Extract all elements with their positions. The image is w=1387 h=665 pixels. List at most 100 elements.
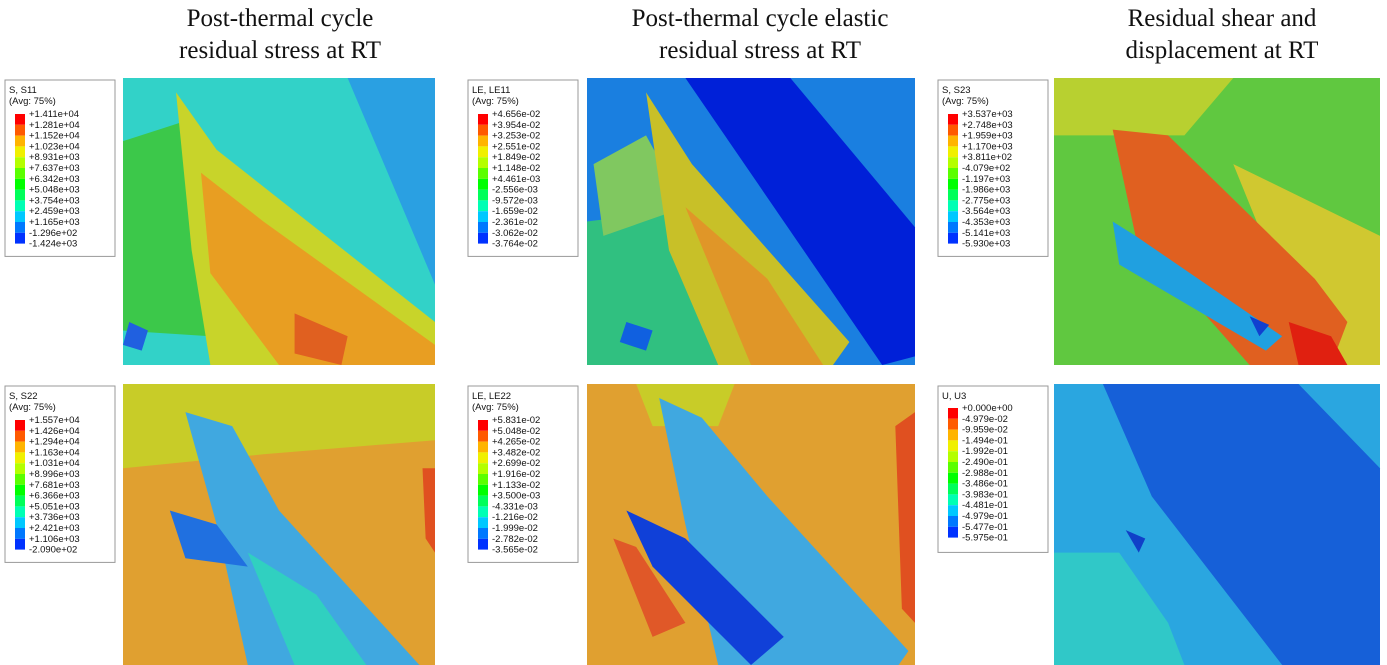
legend-title: S, S23 xyxy=(942,85,971,96)
legend-swatch xyxy=(948,211,958,222)
legend-swatch xyxy=(15,452,25,464)
legend-swatch xyxy=(15,474,25,485)
legend-level: +5.048e+03 xyxy=(29,185,80,196)
contour-region xyxy=(646,92,850,365)
legend-level: +1.281e+04 xyxy=(29,120,80,131)
column-title: Residual shear and xyxy=(1128,5,1317,32)
contour-region xyxy=(123,321,148,351)
legend-level: +4.656e-02 xyxy=(492,109,540,120)
legend-swatch xyxy=(948,146,958,158)
legend-swatch xyxy=(478,495,488,507)
legend-swatch xyxy=(478,146,488,158)
legend-level: -3.565e-02 xyxy=(492,545,538,556)
column-title: displacement at RT xyxy=(1126,37,1319,64)
legend-swatch xyxy=(948,451,958,462)
legend-swatch xyxy=(948,178,958,190)
legend-level: -1.992e-01 xyxy=(962,446,1008,457)
legend-level: +7.637e+03 xyxy=(29,163,80,174)
contour-region xyxy=(1054,552,1185,665)
legend-swatch xyxy=(15,200,25,212)
contour-region xyxy=(636,384,735,427)
legend-level: +2.748e+03 xyxy=(962,120,1013,131)
legend-swatch xyxy=(15,168,25,179)
legend-level: -4.079e+02 xyxy=(962,163,1010,174)
contour-region xyxy=(1125,530,1146,553)
legend-level: +8.996e+03 xyxy=(29,469,80,480)
legend-swatch xyxy=(15,124,25,136)
legend-swatch xyxy=(478,463,488,474)
legend-level: +3.253e-02 xyxy=(492,131,540,142)
contour-plot xyxy=(1054,384,1380,665)
legend-swatch xyxy=(478,114,488,125)
legend-swatch xyxy=(478,222,488,233)
legend-level: +3.500e-03 xyxy=(492,491,540,502)
legend-level: -3.764e-02 xyxy=(492,239,538,250)
legend-swatch xyxy=(15,506,25,518)
legend-level: +5.831e-02 xyxy=(492,415,540,426)
legend-swatch xyxy=(478,178,488,190)
legend-swatch xyxy=(948,232,958,244)
legend-level: +1.152e+04 xyxy=(29,131,80,142)
legend-level: -4.979e-01 xyxy=(962,511,1008,522)
legend-averaging: (Avg: 75%) xyxy=(472,402,519,413)
legend-swatch xyxy=(478,168,488,179)
legend-swatch xyxy=(15,222,25,233)
legend-level: +1.916e-02 xyxy=(492,469,540,480)
legend-swatch xyxy=(15,463,25,474)
legend-level: -2.090e+02 xyxy=(29,545,77,556)
legend-level: +1.411e+04 xyxy=(29,109,79,120)
legend-level: -1.986e+03 xyxy=(962,185,1010,196)
legend-level: +5.051e+03 xyxy=(29,501,80,512)
column-title: Post-thermal cycle xyxy=(187,5,374,32)
legend-level: +1.294e+04 xyxy=(29,437,80,448)
legend-swatch xyxy=(15,484,25,496)
legend-level: +6.366e+03 xyxy=(29,491,80,502)
legend-level: -5.930e+03 xyxy=(962,239,1010,250)
legend-swatch xyxy=(948,483,958,495)
legend-swatch xyxy=(15,189,25,201)
legend-level: -1.999e-02 xyxy=(492,523,538,534)
legend-level: -4.979e-02 xyxy=(962,414,1008,425)
legend-level: -1.216e-02 xyxy=(492,512,538,523)
legend-level: -4.353e+03 xyxy=(962,217,1010,228)
legend-swatch xyxy=(948,429,958,441)
legend-swatch xyxy=(478,124,488,136)
legend-level: +4.265e-02 xyxy=(492,437,540,448)
legend-level: +1.106e+03 xyxy=(29,534,80,545)
legend-swatch xyxy=(478,484,488,496)
legend-level: +1.148e-02 xyxy=(492,163,540,174)
legend-swatch xyxy=(948,418,958,430)
legend-swatch xyxy=(948,516,958,527)
legend-level: -5.975e-01 xyxy=(962,533,1008,544)
legend-level: -1.659e-02 xyxy=(492,206,538,217)
legend-level: +2.459e+03 xyxy=(29,206,80,217)
legend-swatch xyxy=(15,528,25,539)
legend-level: -1.296e+02 xyxy=(29,228,77,239)
legend-level: -3.983e-01 xyxy=(962,489,1008,500)
legend-swatch xyxy=(478,189,488,201)
legend-swatch xyxy=(478,538,488,550)
contour-region xyxy=(593,135,686,236)
legend-swatch xyxy=(15,538,25,550)
legend-swatch xyxy=(948,168,958,179)
legend-level: +7.681e+03 xyxy=(29,480,80,491)
legend-swatch xyxy=(15,430,25,442)
legend-swatch xyxy=(15,495,25,507)
legend-level: +3.754e+03 xyxy=(29,195,80,206)
legend-swatch xyxy=(948,124,958,136)
legend-swatch xyxy=(948,222,958,233)
legend-swatch xyxy=(478,517,488,528)
legend-level: -1.424e+03 xyxy=(29,239,77,250)
legend-level: -2.782e-02 xyxy=(492,534,538,545)
legend-title: LE, LE11 xyxy=(472,85,510,96)
contour-region xyxy=(201,172,435,365)
contour-plot xyxy=(1054,78,1380,365)
legend-level: +1.163e+04 xyxy=(29,447,80,458)
legend-swatch xyxy=(478,506,488,518)
legend-level: +1.165e+03 xyxy=(29,217,80,228)
legend-swatch xyxy=(948,440,958,452)
legend-swatch xyxy=(948,408,958,419)
legend-swatch xyxy=(478,211,488,222)
contour-region xyxy=(685,78,915,365)
